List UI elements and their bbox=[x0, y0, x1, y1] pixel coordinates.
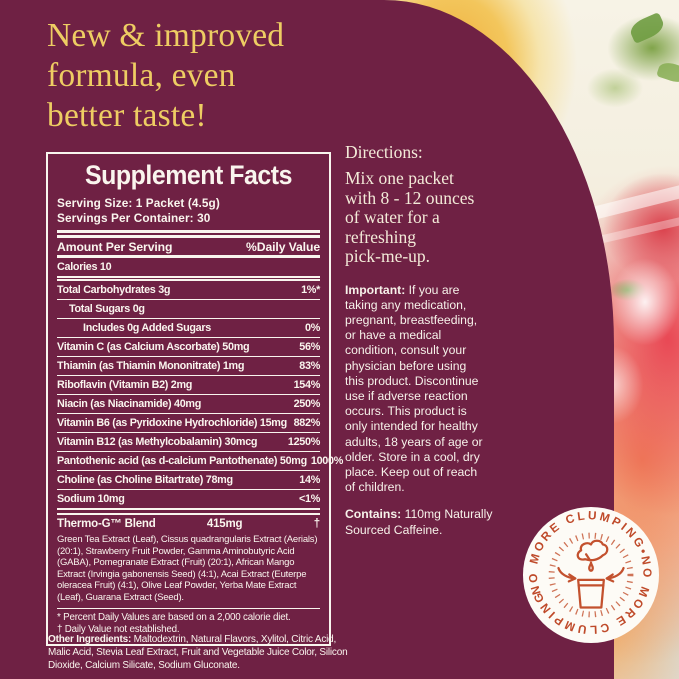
table-row: Calories 10 bbox=[57, 261, 112, 273]
table-row: Riboflavin (Vitamin B2) 2mg 154% bbox=[57, 379, 320, 391]
directions-heading: Directions: bbox=[345, 142, 423, 162]
divider bbox=[57, 607, 320, 609]
divider bbox=[57, 413, 320, 414]
table-header: Amount Per Serving %Daily Value bbox=[57, 238, 320, 255]
right-text-column: Directions: Mix one packet with 8 - 12 o… bbox=[345, 142, 527, 550]
blend-amount: 415mg bbox=[206, 517, 243, 530]
footnotes: * Percent Daily Values are based on a 2,… bbox=[57, 611, 291, 635]
divider bbox=[57, 432, 320, 433]
mint-leaf-icon bbox=[627, 11, 667, 45]
headline: New & improved formula, even better tast… bbox=[47, 17, 285, 134]
divider bbox=[57, 394, 320, 395]
mint-leaf-icon bbox=[656, 59, 679, 86]
panel-title: Supplement Facts bbox=[84, 160, 293, 190]
other-ingredients: Other Ingredients: Maltodextrin, Natural… bbox=[48, 634, 348, 672]
blend-dv-dagger: † bbox=[313, 517, 320, 530]
table-row: Niacin (as Niacinamide) 40mg 250% bbox=[57, 398, 320, 410]
divider bbox=[57, 508, 320, 515]
no-more-clumping-badge: NO MORE CLUMPING•NO MORE CLUMPING• bbox=[522, 506, 660, 644]
divider bbox=[57, 276, 320, 281]
table-row: Vitamin B6 (as Pyridoxine Hydrochloride)… bbox=[57, 417, 320, 429]
daily-value-header: %Daily Value bbox=[246, 239, 320, 254]
badge-circle bbox=[522, 506, 660, 644]
divider bbox=[57, 375, 320, 376]
divider bbox=[57, 230, 320, 238]
blend-row: Thermo-G™ Blend 415mg † bbox=[57, 515, 320, 532]
serving-size: Serving Size: 1 Packet (4.5g) bbox=[57, 196, 220, 210]
table-row: Vitamin C (as Calcium Ascorbate) 50mg 56% bbox=[57, 341, 320, 353]
contains-label: Contains: bbox=[345, 507, 402, 522]
amount-per-serving-header: Amount Per Serving bbox=[57, 239, 173, 254]
table-row: Total Sugars 0g bbox=[69, 303, 145, 315]
table-row: Sodium 10mg <1% bbox=[57, 493, 320, 505]
table-row: Choline (as Choline Bitartrate) 78mg 14% bbox=[57, 474, 320, 486]
divider bbox=[57, 299, 320, 300]
contains-note: Contains: 110mg Naturally Sourced Caffei… bbox=[345, 507, 493, 537]
divider bbox=[57, 356, 320, 357]
supplement-facts-panel: Supplement Facts Serving Size: 1 Packet … bbox=[46, 152, 344, 647]
important-label: Important: bbox=[345, 282, 406, 297]
table-row: Includes 0g Added Sugars 0% bbox=[83, 322, 320, 334]
blend-description: Green Tea Extract (Leaf), Cissus quadran… bbox=[57, 534, 318, 603]
table-row: Total Carbohydrates 3g 1%* bbox=[57, 284, 320, 296]
badge-svg: NO MORE CLUMPING•NO MORE CLUMPING• bbox=[522, 506, 660, 644]
directions-body: Mix one packet with 8 - 12 ounces of wat… bbox=[345, 168, 475, 266]
blend-name: Thermo-G™ Blend bbox=[57, 517, 156, 530]
table-row: Thiamin (as Thiamin Mononitrate) 1mg 83% bbox=[57, 360, 320, 372]
servings-per-container: Servings Per Container: 30 bbox=[57, 211, 211, 225]
table-row: Pantothenic acid (as d-calcium Pantothen… bbox=[57, 455, 344, 467]
divider bbox=[57, 255, 320, 258]
glass-highlight bbox=[592, 214, 679, 246]
other-ingredients-label: Other Ingredients: bbox=[48, 634, 132, 645]
divider bbox=[57, 451, 320, 452]
table-row: Vitamin B12 (as Methylcobalamin) 30mcg 12… bbox=[57, 436, 320, 448]
divider bbox=[57, 318, 320, 319]
divider bbox=[57, 337, 320, 338]
stir-glass-icon bbox=[557, 539, 625, 609]
label-background bbox=[0, 0, 614, 679]
divider bbox=[57, 470, 320, 471]
divider bbox=[57, 489, 320, 490]
important-note: Important: If you are taking any medicat… bbox=[345, 282, 483, 495]
